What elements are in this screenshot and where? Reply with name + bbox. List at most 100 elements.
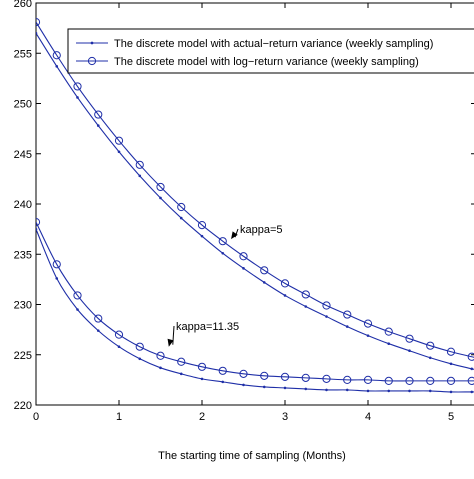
- y-tick-label: 225: [14, 350, 32, 362]
- data-point-circle: [384, 376, 393, 385]
- data-point-circle: [135, 342, 144, 351]
- data-point-dot: [55, 277, 59, 280]
- annotation-label: kappa=5: [240, 224, 283, 236]
- data-point-dot: [262, 281, 266, 284]
- data-point-dot: [117, 345, 121, 349]
- data-point-circle: [239, 252, 248, 261]
- data-point-dot: [117, 150, 121, 154]
- data-point-dot: [304, 305, 308, 308]
- data-point-dot: [449, 390, 453, 394]
- series-3: [36, 227, 474, 394]
- x-tick-label: 1: [116, 411, 122, 423]
- data-point-circle: [467, 376, 474, 385]
- data-point-dot: [242, 383, 245, 387]
- data-point-dot: [200, 377, 204, 381]
- data-point-dot: [179, 372, 183, 376]
- data-point-dot: [470, 367, 474, 371]
- data-point-circle: [36, 17, 41, 27]
- y-tick-label: 255: [14, 48, 32, 60]
- annotation-label: kappa=11.35: [176, 321, 239, 333]
- legend-marker-dot: [90, 41, 94, 45]
- data-point-dot: [138, 174, 142, 178]
- data-point-dot: [159, 366, 162, 370]
- data-point-circle: [343, 310, 352, 319]
- legend: The discrete model with actual−return va…: [67, 28, 474, 74]
- data-point-circle: [446, 347, 456, 356]
- data-point-dot: [283, 386, 287, 390]
- data-point-circle: [239, 369, 248, 378]
- data-point-circle: [363, 319, 373, 328]
- annotation-arrow-line: [172, 325, 175, 345]
- y-tick-label: 220: [14, 400, 32, 412]
- series-2: [36, 17, 474, 361]
- x-tick-label: 4: [365, 411, 371, 423]
- data-point-circle: [114, 136, 124, 145]
- y-tick-label: 245: [14, 149, 32, 161]
- data-point-dot: [325, 388, 328, 392]
- data-point-dot: [96, 329, 100, 332]
- data-point-dot: [283, 294, 287, 297]
- data-point-dot: [345, 388, 349, 392]
- data-point-circle: [177, 357, 186, 366]
- data-point-circle: [135, 160, 144, 169]
- legend-marker-circle: [87, 56, 97, 66]
- data-point-dot: [242, 267, 245, 270]
- data-point-dot: [366, 334, 370, 337]
- data-point-dot: [428, 356, 432, 360]
- data-point-dot: [387, 389, 391, 393]
- y-tick-label: 230: [14, 300, 32, 312]
- legend-label: The discrete model with actual−return va…: [114, 38, 433, 50]
- data-point-circle: [322, 301, 331, 310]
- data-point-dot: [96, 124, 100, 127]
- x-tick-label: 0: [33, 411, 39, 423]
- annotation-arrowhead: [167, 338, 174, 347]
- data-point-circle: [446, 376, 456, 385]
- data-point-circle: [94, 110, 103, 119]
- data-point-circle: [156, 182, 165, 192]
- axis-ticks: 220 225 230 235 240 245 250 255 260 0 1 2 3 4 5: [14, 0, 474, 423]
- data-point-circle: [384, 327, 393, 336]
- data-point-circle: [260, 266, 269, 275]
- data-point-dot: [200, 234, 204, 238]
- y-tick-label: 235: [14, 249, 32, 261]
- y-tick-label: 260: [14, 0, 32, 10]
- data-point-dot: [36, 31, 38, 35]
- legend-item-1: The discrete model with actual−return va…: [76, 38, 433, 50]
- y-tick-label: 250: [14, 99, 32, 111]
- data-point-circle: [363, 375, 373, 384]
- data-point-dot: [408, 389, 411, 393]
- data-point-circle: [218, 366, 227, 375]
- data-point-dot: [262, 385, 266, 389]
- data-point-circle: [322, 374, 331, 383]
- data-point-circle: [114, 330, 124, 339]
- data-point-dot: [387, 342, 391, 345]
- data-point-circle: [177, 202, 186, 212]
- data-point-circle: [197, 362, 207, 371]
- series-line: [36, 21, 474, 358]
- data-point-dot: [221, 251, 225, 255]
- data-point-circle: [280, 279, 290, 288]
- annotation-layer: kappa=5 kappa=11.35: [167, 224, 283, 347]
- legend-item-2: The discrete model with log−return varia…: [76, 56, 419, 68]
- x-tick-label: 3: [282, 411, 288, 423]
- series-4: [36, 217, 474, 385]
- data-point-circle: [197, 221, 207, 230]
- data-point-dot: [304, 387, 308, 391]
- data-point-circle: [94, 314, 103, 323]
- data-point-dot: [55, 65, 59, 68]
- data-point-circle: [426, 341, 435, 350]
- data-point-dot: [449, 362, 453, 366]
- data-point-circle: [73, 82, 82, 91]
- data-point-dot: [325, 315, 328, 318]
- data-point-dot: [76, 96, 79, 99]
- data-point-circle: [218, 237, 227, 246]
- data-point-circle: [73, 291, 82, 300]
- data-point-circle: [36, 217, 41, 227]
- y-tick-label: 240: [14, 199, 32, 211]
- data-point-circle: [343, 375, 352, 384]
- series-1: [36, 31, 474, 371]
- annotation-1: kappa=5: [231, 224, 283, 240]
- data-point-dot: [179, 216, 183, 220]
- annotation-arrowhead: [231, 231, 238, 240]
